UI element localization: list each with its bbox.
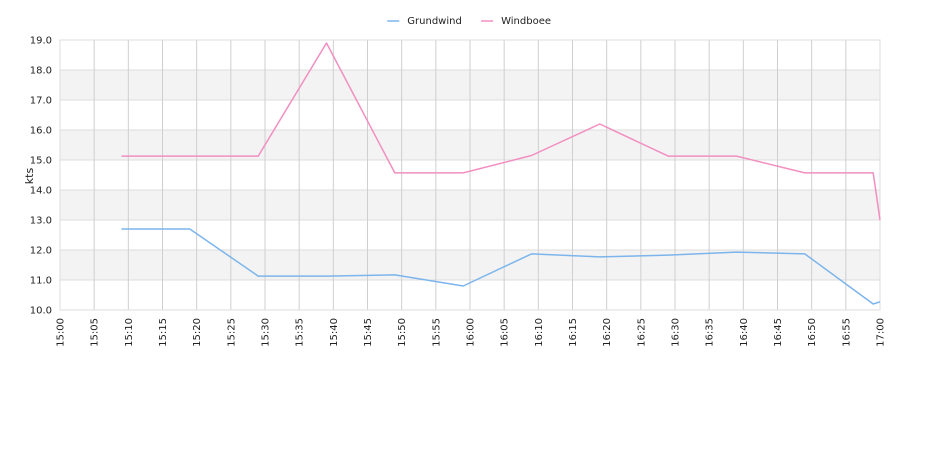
y-tick-label: 18.0	[30, 66, 52, 77]
x-tick-label: 16:50	[807, 318, 818, 347]
x-tick-label: 15:20	[192, 318, 203, 347]
x-tick-label: 16:05	[500, 318, 511, 347]
y-tick-label: 13.0	[30, 216, 52, 227]
y-tick-label: 15.0	[30, 156, 52, 167]
x-tick-label: 16:55	[841, 318, 852, 347]
x-tick-label: 15:40	[329, 318, 340, 347]
x-tick-label: 15:10	[124, 318, 135, 347]
legend-label: Grundwind	[407, 16, 462, 27]
x-tick-label: 15:30	[261, 318, 272, 347]
x-tick-label: 15:25	[226, 318, 237, 347]
x-tick-label: 16:45	[773, 318, 784, 347]
x-tick-label: 16:30	[671, 318, 682, 347]
x-tick-label: 15:05	[90, 318, 101, 347]
x-axis-ticks: 15:00 15:05 15:10 15:15 15:20 15:25 15:30 15:35…	[56, 318, 887, 347]
x-tick-label: 16:40	[739, 318, 750, 347]
x-tick-label: 16:35	[705, 318, 716, 347]
x-tick-label: 15:55	[431, 318, 442, 347]
y-tick-label: 16.0	[30, 126, 52, 137]
x-tick-label: 16:20	[602, 318, 613, 347]
y-tick-label: 14.0	[30, 186, 52, 197]
y-tick-label: 10.0	[30, 306, 52, 317]
x-tick-label: 16:15	[568, 318, 579, 347]
x-tick-label: 16:25	[636, 318, 647, 347]
gridlines	[59, 39, 881, 311]
y-tick-label: 17.0	[30, 96, 52, 107]
x-tick-label: 15:15	[158, 318, 169, 347]
legend-label: Windboee	[501, 16, 551, 27]
x-tick-label: 15:50	[397, 318, 408, 347]
series-line-windboee	[121, 42, 881, 221]
x-tick-label: 15:00	[56, 318, 67, 347]
x-tick-label: 16:00	[466, 318, 477, 347]
y-axis-ticks: 10.0 11.0 12.0 13.0 14.0 15.0 16.0 17.0 18.0 19.0	[30, 36, 52, 317]
plot-border	[59, 39, 881, 311]
y-axis-title: kts	[23, 168, 36, 185]
y-tick-label: 12.0	[30, 246, 52, 257]
x-tick-label: 15:35	[295, 318, 306, 347]
x-tick-label: 15:45	[363, 318, 374, 347]
y-tick-label: 19.0	[30, 36, 52, 47]
series-line-grundwind	[121, 228, 881, 305]
x-tick-label: 17:00	[876, 318, 887, 347]
x-tick-label: 16:10	[534, 318, 545, 347]
series-lines	[121, 42, 881, 305]
y-tick-label: 11.0	[30, 276, 52, 287]
legend: Grundwind Windboee	[387, 16, 551, 27]
